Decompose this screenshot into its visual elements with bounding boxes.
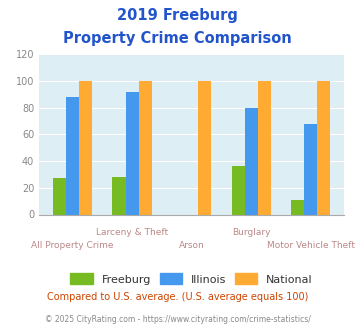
Bar bbox=[258, 81, 271, 214]
Text: Arson: Arson bbox=[179, 241, 204, 250]
Bar bbox=[79, 81, 92, 214]
Bar bbox=[198, 81, 211, 214]
Bar bbox=[126, 92, 139, 214]
Text: Motor Vehicle Theft: Motor Vehicle Theft bbox=[267, 241, 355, 250]
Bar bbox=[231, 167, 245, 214]
Text: All Property Crime: All Property Crime bbox=[31, 241, 114, 250]
Bar bbox=[317, 81, 331, 214]
Text: Burglary: Burglary bbox=[232, 228, 271, 237]
Legend: Freeburg, Illinois, National: Freeburg, Illinois, National bbox=[66, 269, 317, 289]
Text: © 2025 CityRating.com - https://www.cityrating.com/crime-statistics/: © 2025 CityRating.com - https://www.city… bbox=[45, 315, 310, 324]
Text: 2019 Freeburg: 2019 Freeburg bbox=[117, 8, 238, 23]
Bar bbox=[291, 200, 304, 214]
Text: Larceny & Theft: Larceny & Theft bbox=[96, 228, 168, 237]
Bar bbox=[245, 108, 258, 214]
Text: Property Crime Comparison: Property Crime Comparison bbox=[63, 31, 292, 46]
Bar bbox=[53, 179, 66, 214]
Bar bbox=[304, 124, 317, 214]
Bar bbox=[113, 177, 126, 214]
Bar bbox=[66, 97, 79, 214]
Text: Compared to U.S. average. (U.S. average equals 100): Compared to U.S. average. (U.S. average … bbox=[47, 292, 308, 302]
Bar bbox=[139, 81, 152, 214]
